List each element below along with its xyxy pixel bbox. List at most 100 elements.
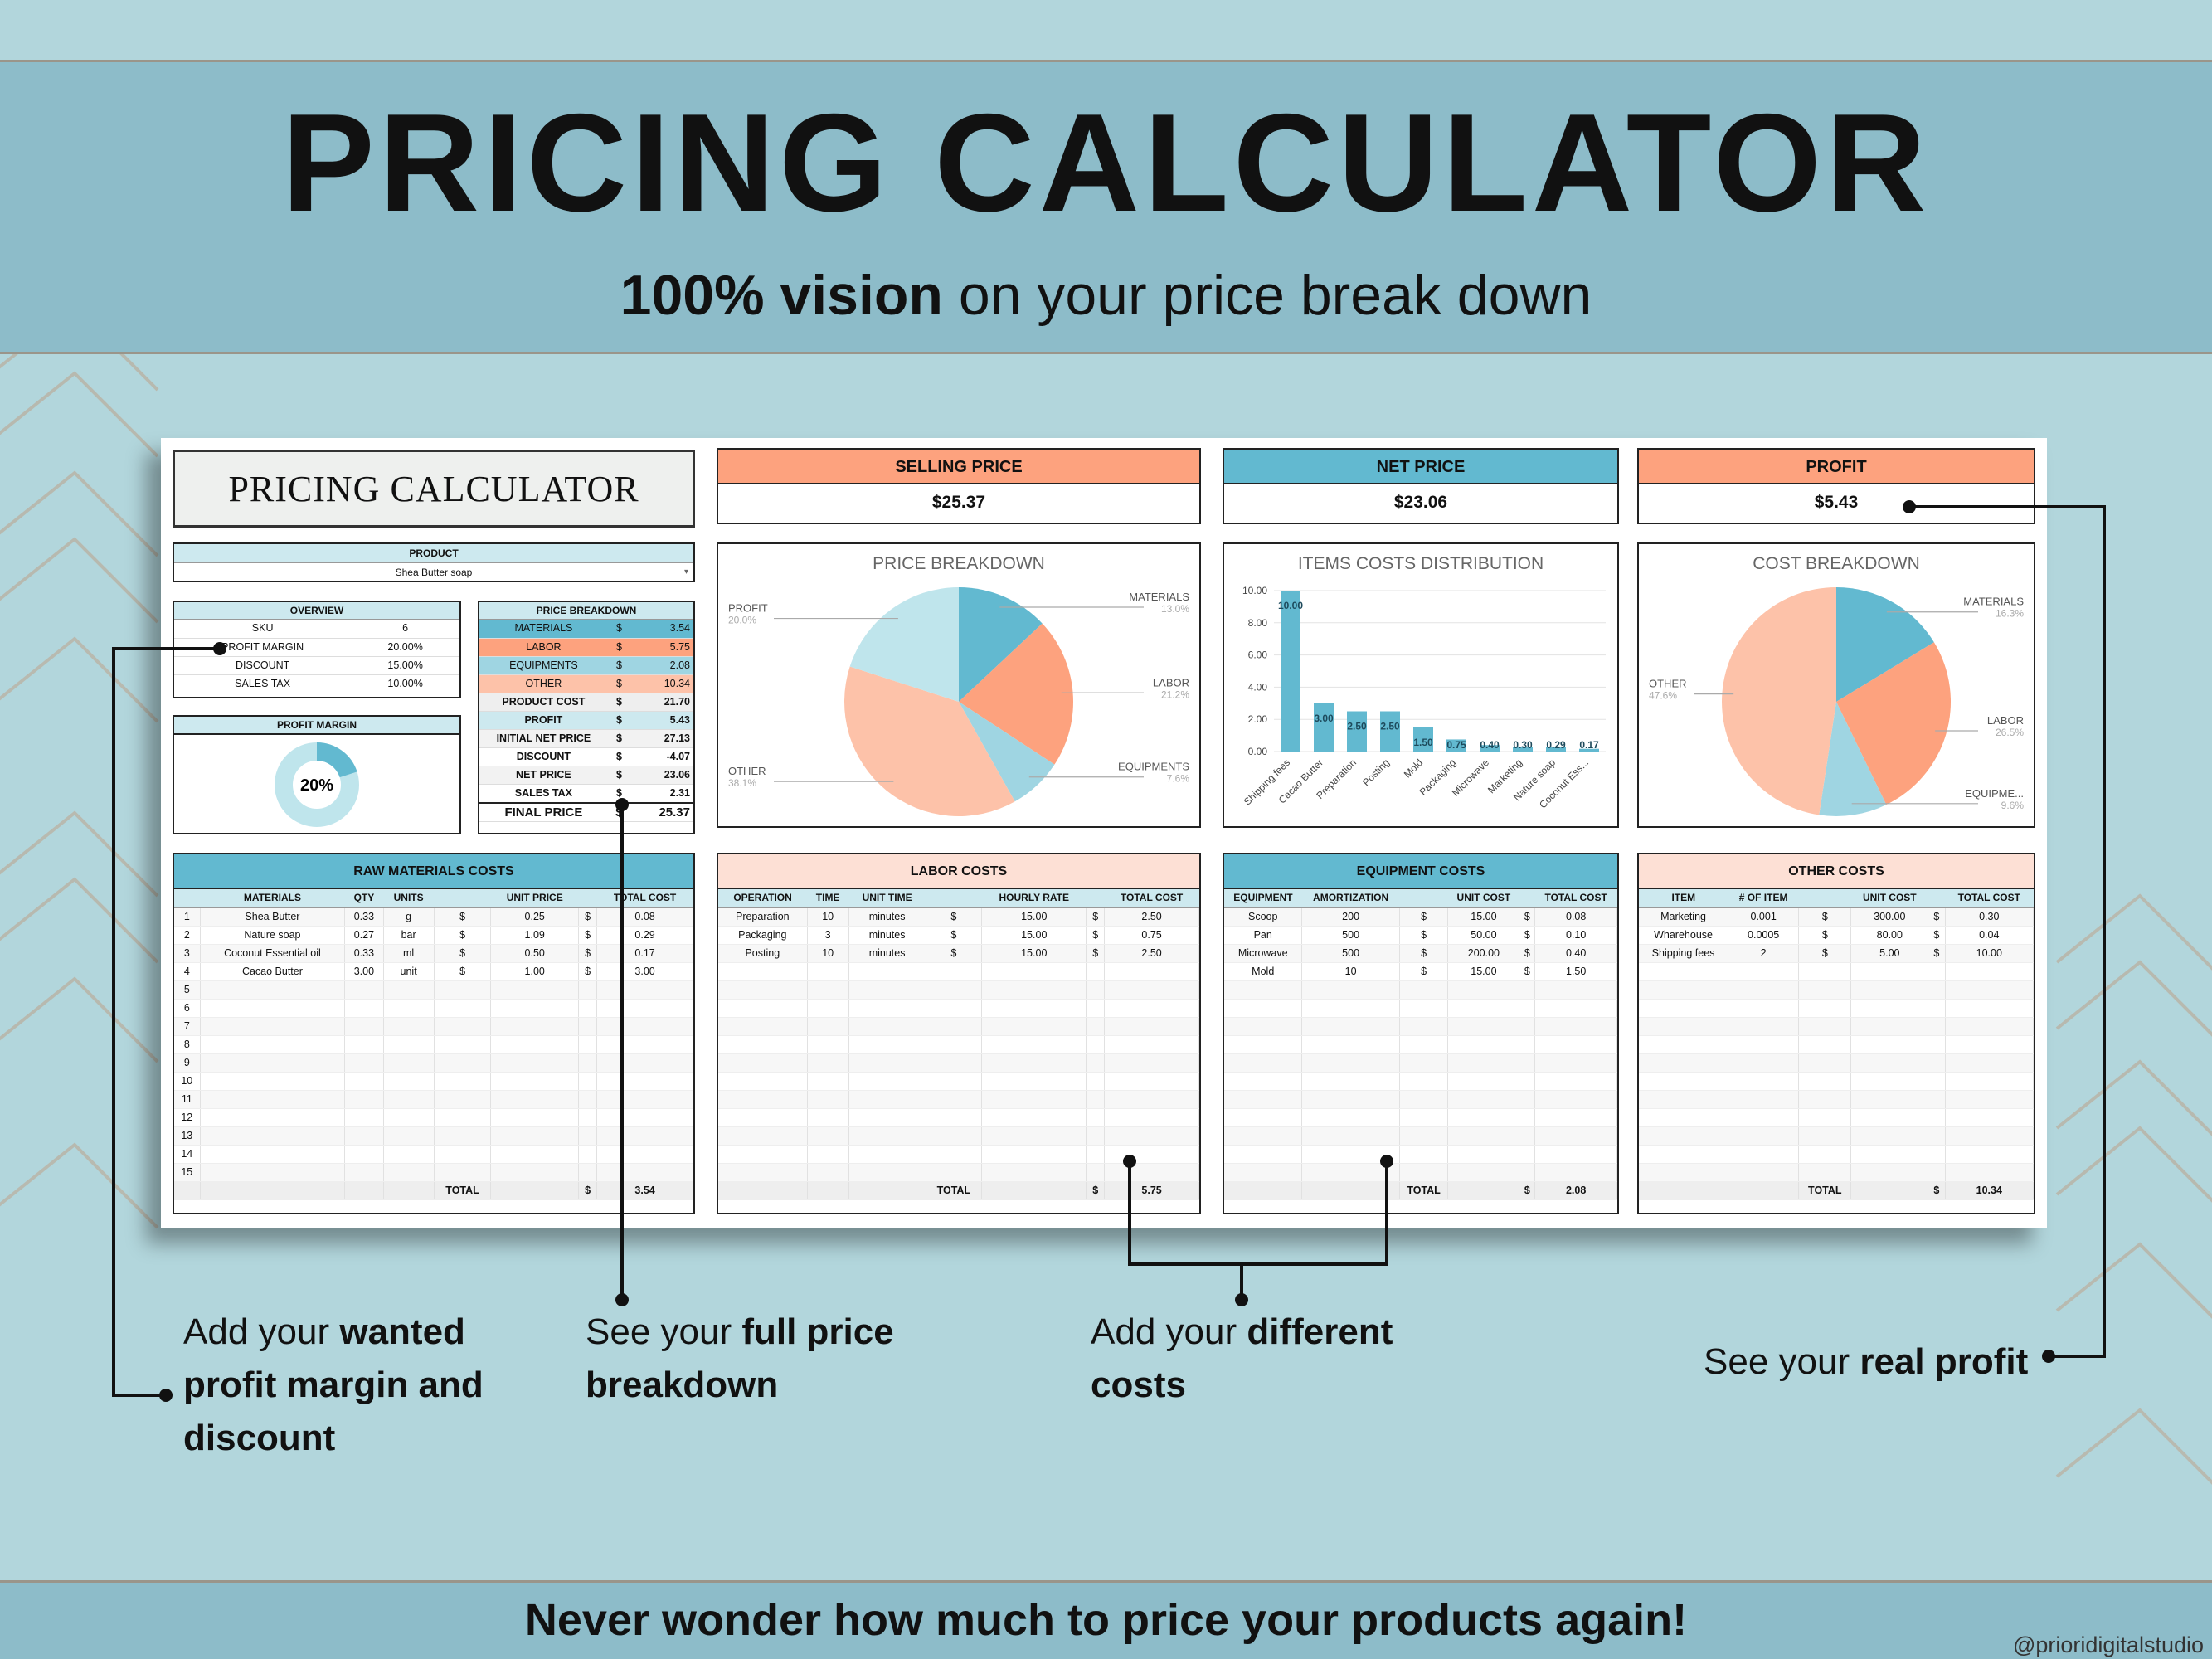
table-cell[interactable] [344, 1108, 384, 1127]
table-cell[interactable] [344, 1163, 384, 1182]
product-value[interactable]: Shea Butter soap ▾ [174, 563, 693, 581]
table-cell[interactable] [1447, 1035, 1520, 1054]
table-cell[interactable]: $ [1519, 944, 1536, 963]
table-cell[interactable] [344, 1035, 384, 1054]
table-cell[interactable]: $ [926, 926, 983, 945]
table-cell[interactable] [1850, 1126, 1929, 1146]
table-cell[interactable] [1301, 1108, 1400, 1127]
table-cell[interactable]: 0.75 [1104, 926, 1199, 945]
table-cell[interactable]: Scoop [1224, 907, 1303, 927]
table-cell[interactable] [807, 980, 849, 1000]
table-cell[interactable] [490, 1017, 580, 1036]
table-cell[interactable]: Cacao Butter [200, 962, 346, 981]
table-cell[interactable] [848, 1090, 926, 1109]
table-cell[interactable]: $ [1399, 907, 1449, 927]
table-cell[interactable] [578, 1108, 598, 1127]
table-cell[interactable] [807, 1017, 849, 1036]
table-cell[interactable]: $ [578, 926, 598, 945]
table-cell[interactable] [1945, 1126, 2035, 1146]
table-cell[interactable]: 0.50 [490, 944, 580, 963]
table-cell[interactable] [1104, 1053, 1199, 1073]
table-cell[interactable]: Shipping fees [1639, 944, 1729, 963]
table-cell[interactable] [1447, 1145, 1520, 1164]
table-cell[interactable]: 0.001 [1728, 907, 1800, 927]
table-cell[interactable] [1534, 1017, 1617, 1036]
table-cell[interactable]: Microwave [1224, 944, 1303, 963]
table-cell[interactable] [1728, 1035, 1800, 1054]
table-cell[interactable] [383, 999, 435, 1018]
table-cell[interactable] [1945, 1072, 2035, 1091]
table-cell[interactable] [1639, 962, 1729, 981]
table-cell[interactable] [1447, 980, 1520, 1000]
table-cell[interactable]: 300.00 [1850, 907, 1929, 927]
table-cell[interactable] [1301, 1035, 1400, 1054]
table-cell[interactable] [1519, 1163, 1536, 1182]
table-cell[interactable] [344, 999, 384, 1018]
table-cell[interactable]: $ [1928, 926, 1946, 945]
table-cell[interactable] [383, 1090, 435, 1109]
table-cell[interactable] [1301, 1145, 1400, 1164]
table-cell[interactable]: Packaging [718, 926, 808, 945]
table-cell[interactable] [926, 1053, 983, 1073]
table-cell[interactable] [344, 1053, 384, 1073]
table-cell[interactable]: 3.00 [344, 962, 384, 981]
table-cell[interactable] [490, 1108, 580, 1127]
table-cell[interactable]: $ [1086, 907, 1106, 927]
table-cell[interactable]: 3 [174, 944, 201, 963]
table-cell[interactable] [1534, 1035, 1617, 1054]
table-cell[interactable]: 15.00 [1447, 907, 1520, 927]
table-cell[interactable]: unit [383, 962, 435, 981]
table-cell[interactable] [1928, 962, 1946, 981]
table-cell[interactable] [1224, 1017, 1303, 1036]
table-cell[interactable] [200, 1072, 346, 1091]
table-cell[interactable] [1928, 1017, 1946, 1036]
table-cell[interactable] [1850, 1145, 1929, 1164]
table-cell[interactable] [718, 1072, 808, 1091]
table-cell[interactable] [434, 1017, 492, 1036]
table-cell[interactable]: 0.33 [344, 944, 384, 963]
table-cell[interactable] [344, 1126, 384, 1146]
table-cell[interactable]: 9 [174, 1053, 201, 1073]
table-cell[interactable] [434, 1053, 492, 1073]
table-cell[interactable] [578, 1072, 598, 1091]
table-cell[interactable] [1728, 1108, 1800, 1127]
table-cell[interactable] [1534, 1108, 1617, 1127]
table-cell[interactable]: $ [926, 907, 983, 927]
table-cell[interactable] [1104, 1108, 1199, 1127]
table-cell[interactable] [1850, 962, 1929, 981]
table-cell[interactable]: 10.00 [1945, 944, 2035, 963]
table-cell[interactable] [848, 980, 926, 1000]
table-cell[interactable] [1945, 999, 2035, 1018]
table-cell[interactable] [981, 1090, 1087, 1109]
table-cell[interactable]: 10 [807, 907, 849, 927]
table-cell[interactable] [1224, 1053, 1303, 1073]
table-cell[interactable] [1639, 1017, 1729, 1036]
table-cell[interactable] [926, 1108, 983, 1127]
table-cell[interactable] [434, 1145, 492, 1164]
table-cell[interactable] [1945, 1090, 2035, 1109]
table-cell[interactable] [578, 1017, 598, 1036]
table-cell[interactable] [1798, 1108, 1852, 1127]
table-cell[interactable] [848, 1108, 926, 1127]
table-cell[interactable] [718, 1035, 808, 1054]
table-cell[interactable] [1850, 1017, 1929, 1036]
table-cell[interactable] [848, 1017, 926, 1036]
table-cell[interactable] [490, 1145, 580, 1164]
table-cell[interactable]: 1.50 [1534, 962, 1617, 981]
table-cell[interactable]: 500 [1301, 944, 1400, 963]
table-cell[interactable] [807, 1163, 849, 1182]
table-cell[interactable] [981, 1035, 1087, 1054]
table-cell[interactable] [578, 1145, 598, 1164]
table-cell[interactable] [1928, 1090, 1946, 1109]
table-cell[interactable] [1798, 1017, 1852, 1036]
table-cell[interactable] [490, 1072, 580, 1091]
table-cell[interactable]: 11 [174, 1090, 201, 1109]
table-cell[interactable] [1224, 999, 1303, 1018]
table-cell[interactable]: 0.0005 [1728, 926, 1800, 945]
table-cell[interactable] [848, 1145, 926, 1164]
table-cell[interactable] [1639, 980, 1729, 1000]
table-cell[interactable]: $ [1086, 926, 1106, 945]
table-cell[interactable]: Pan [1224, 926, 1303, 945]
table-cell[interactable] [1104, 1090, 1199, 1109]
table-cell[interactable] [718, 999, 808, 1018]
